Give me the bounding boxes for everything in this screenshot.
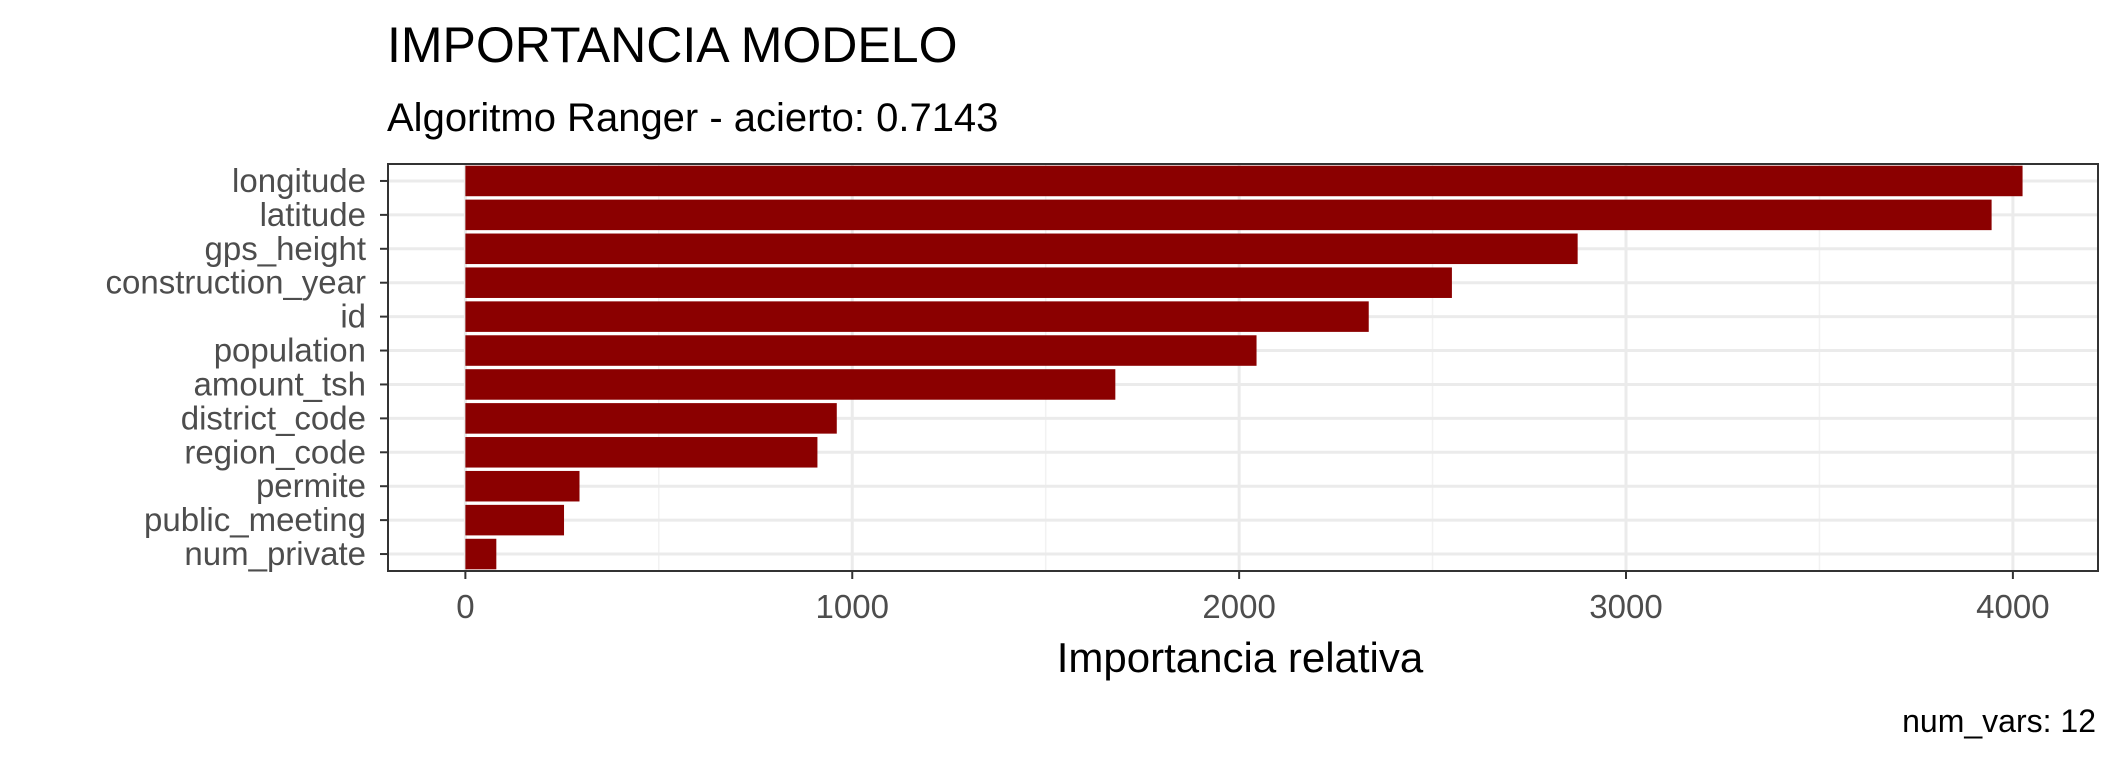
- bar-id: [465, 301, 1369, 332]
- chart-title: IMPORTANCIA MODELO: [387, 17, 957, 73]
- bar-population: [465, 335, 1257, 366]
- x-tick-label: 0: [456, 588, 474, 625]
- bar-district_code: [465, 403, 837, 434]
- chart-caption: num_vars: 12: [1902, 703, 2096, 739]
- y-tick-label: num_private: [184, 535, 366, 572]
- y-tick-label: latitude: [260, 196, 366, 233]
- y-tick-label: longitude: [232, 162, 366, 199]
- y-tick-label: id: [340, 298, 366, 335]
- bar-public_meeting: [465, 504, 565, 536]
- y-tick-label: gps_height: [205, 230, 366, 267]
- bar-latitude: [465, 199, 1992, 231]
- x-tick-label: 3000: [1589, 588, 1662, 625]
- bar-construction_year: [465, 267, 1452, 298]
- y-tick-label: district_code: [181, 399, 366, 436]
- bar-permite: [465, 470, 580, 502]
- x-axis-title: Importancia relativa: [1057, 634, 1424, 681]
- bar-num_private: [465, 538, 497, 570]
- x-tick-label: 2000: [1202, 588, 1275, 625]
- y-tick-label: population: [214, 332, 366, 369]
- bar-longitude: [465, 165, 2023, 197]
- bar-gps_height: [465, 233, 1578, 265]
- x-tick-label: 1000: [816, 588, 889, 625]
- panel-border: [387, 163, 2099, 572]
- bars: [465, 165, 2023, 570]
- x-axis: 0 1000 2000 3000 4000: [456, 571, 2050, 625]
- x-tick-label: 4000: [1976, 588, 2049, 625]
- bar-region_code: [465, 437, 818, 468]
- bar-amount_tsh: [465, 369, 1116, 400]
- y-tick-label: region_code: [184, 433, 366, 470]
- y-axis: longitudelatitudegps_heightconstruction_…: [106, 162, 388, 572]
- chart-subtitle: Algoritmo Ranger - acierto: 0.7143: [387, 96, 998, 140]
- y-tick-label: amount_tsh: [194, 365, 366, 402]
- y-tick-label: construction_year: [106, 264, 366, 301]
- y-tick-label: permite: [256, 467, 366, 504]
- y-tick-label: public_meeting: [144, 501, 366, 538]
